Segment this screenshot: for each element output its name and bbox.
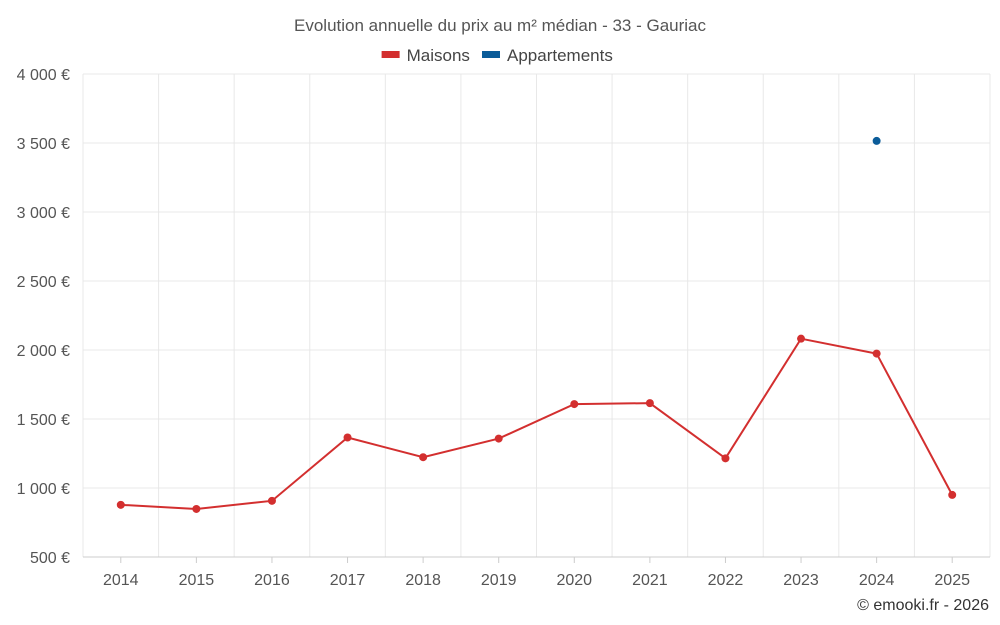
data-point-maisons[interactable] (494, 434, 503, 443)
legend-swatch (381, 51, 400, 58)
y-axis: 500 € 1 000 € 1 500 € 2 000 € 2 500 € 3 000 €… (17, 67, 70, 567)
x-tick-label: 2015 (179, 572, 215, 589)
legend-item-appartements[interactable]: Appartements (482, 46, 613, 65)
series (116, 136, 957, 513)
y-tick-label: 1 000 € (17, 481, 70, 498)
credit-text: © emooki.fr - 2026 (857, 597, 989, 614)
x-tick-label: 2016 (254, 572, 290, 589)
data-point-maisons[interactable] (721, 454, 730, 463)
legend-label: Maisons (407, 46, 470, 65)
y-tick-label: 500 € (30, 550, 70, 567)
legend: Maisons Appartements (381, 46, 613, 65)
x-axis: 2014 2015 2016 2017 2018 2019 2020 2021 2022 2023… (83, 556, 990, 589)
series-line-maisons (120, 337, 954, 510)
y-tick-label: 1 500 € (17, 412, 70, 429)
x-tick-label: 2014 (103, 572, 139, 589)
chart-title: Evolution annuelle du prix au m² médian … (294, 16, 706, 35)
y-tick-label: 2 000 € (17, 343, 70, 360)
x-tick-label: 2021 (632, 572, 668, 589)
x-tick-label: 2025 (934, 572, 970, 589)
x-tick-label: 2022 (708, 572, 744, 589)
x-tick-label: 2017 (330, 572, 366, 589)
legend-label: Appartements (507, 46, 613, 65)
data-point-maisons[interactable] (872, 349, 881, 358)
data-point-maisons[interactable] (116, 500, 125, 509)
x-tick-label: 2023 (783, 572, 819, 589)
data-point-maisons[interactable] (267, 496, 276, 505)
x-tick-label: 2020 (556, 572, 592, 589)
data-point-maisons[interactable] (570, 400, 579, 409)
data-point-maisons[interactable] (192, 504, 201, 513)
legend-item-maisons[interactable]: Maisons (381, 46, 470, 65)
x-tick-label: 2024 (859, 572, 895, 589)
y-tick-label: 2 500 € (17, 274, 70, 291)
data-point-maisons[interactable] (645, 399, 654, 408)
y-tick-label: 4 000 € (17, 67, 70, 84)
y-tick-label: 3 000 € (17, 205, 70, 222)
data-point-maisons[interactable] (419, 453, 428, 462)
y-tick-label: 3 500 € (17, 136, 70, 153)
legend-swatch (482, 51, 500, 58)
grid (82, 73, 991, 557)
x-tick-label: 2019 (481, 572, 517, 589)
data-point-maisons[interactable] (797, 334, 806, 343)
data-point-appartements[interactable] (872, 136, 881, 145)
data-point-maisons[interactable] (948, 490, 957, 499)
x-tick-label: 2018 (405, 572, 441, 589)
data-point-maisons[interactable] (343, 433, 352, 442)
